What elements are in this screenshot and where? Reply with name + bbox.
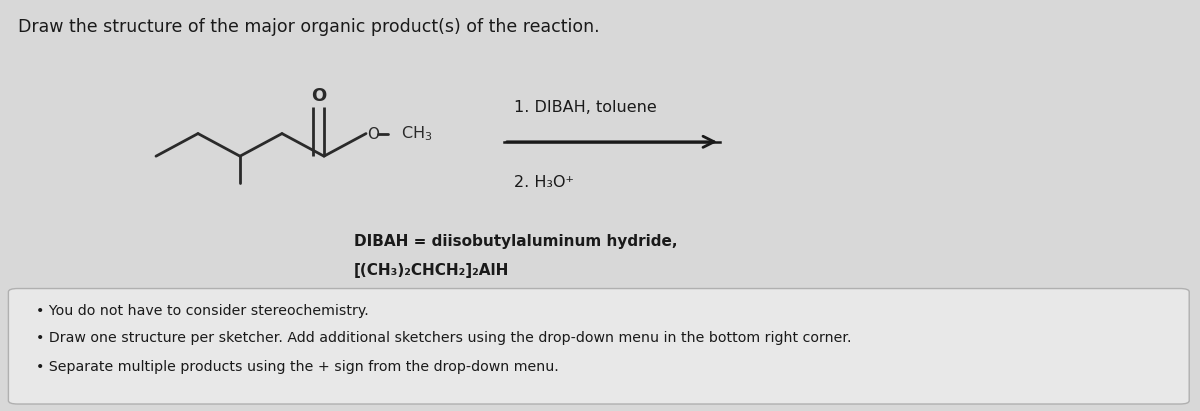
Text: • You do not have to consider stereochemistry.: • You do not have to consider stereochem… bbox=[36, 304, 368, 318]
Text: DIBAH = diisobutylaluminum hydride,: DIBAH = diisobutylaluminum hydride, bbox=[354, 234, 678, 249]
FancyBboxPatch shape bbox=[8, 289, 1189, 404]
Text: • Separate multiple products using the + sign from the drop-down menu.: • Separate multiple products using the +… bbox=[36, 360, 559, 374]
Text: • Draw one structure per sketcher. Add additional sketchers using the drop-down : • Draw one structure per sketcher. Add a… bbox=[36, 331, 852, 345]
Text: 1. DIBAH, toluene: 1. DIBAH, toluene bbox=[514, 100, 656, 115]
Text: 2. H₃O⁺: 2. H₃O⁺ bbox=[514, 175, 574, 189]
Text: Draw the structure of the major organic product(s) of the reaction.: Draw the structure of the major organic … bbox=[18, 18, 600, 37]
Text: CH$_3$: CH$_3$ bbox=[401, 124, 432, 143]
Text: [(CH₃)₂CHCH₂]₂AlH: [(CH₃)₂CHCH₂]₂AlH bbox=[354, 263, 509, 278]
Text: O: O bbox=[367, 127, 379, 142]
Text: O: O bbox=[312, 87, 326, 105]
